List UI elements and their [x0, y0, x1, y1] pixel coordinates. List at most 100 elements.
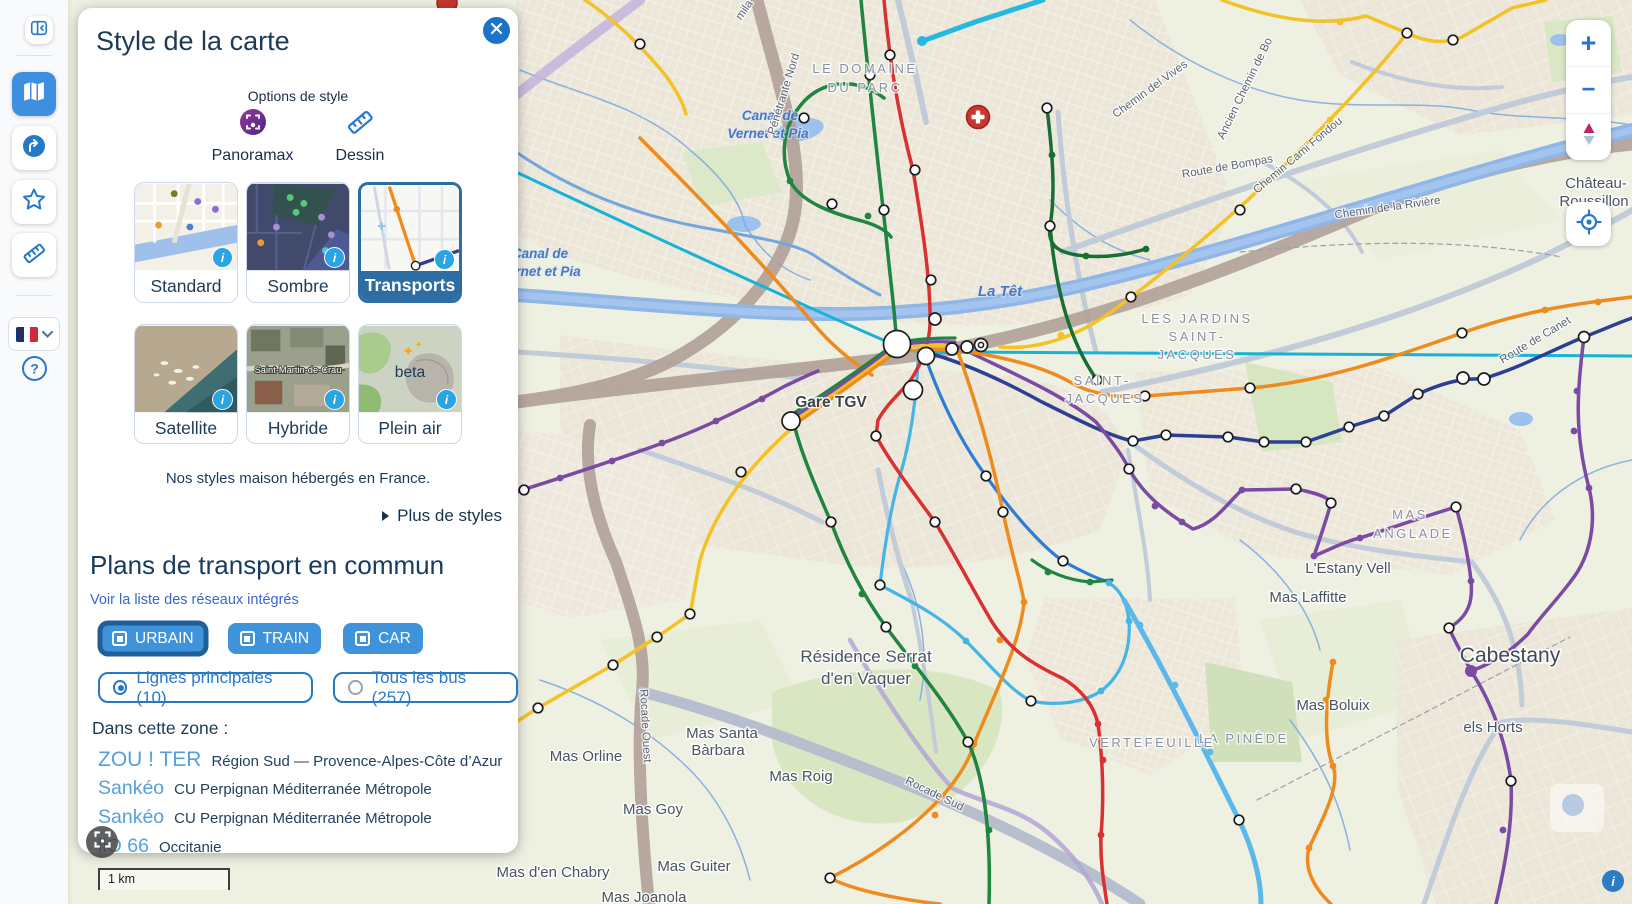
style-info-icon[interactable]: i	[434, 249, 455, 270]
divider	[16, 295, 52, 296]
svg-text:JACQUES: JACQUES	[1066, 391, 1145, 406]
style-card-sombre[interactable]: i Sombre	[246, 182, 350, 303]
zoom-controls: + −	[1566, 20, 1611, 160]
mode-car-button[interactable]: CAR	[343, 623, 423, 654]
zoom-out-button[interactable]: −	[1566, 67, 1611, 113]
svg-text:✦: ✦	[402, 344, 414, 360]
style-info-icon[interactable]: i	[212, 247, 233, 268]
panoramax-option[interactable]: Panoramax	[211, 108, 294, 165]
radio-selected-icon	[113, 680, 128, 695]
boundaries	[1239, 242, 1571, 801]
style-card-satellite[interactable]: i Satellite	[134, 324, 238, 444]
standard-thumbnail	[135, 183, 237, 271]
directions-button[interactable]	[12, 126, 56, 170]
divider	[1566, 113, 1611, 114]
svg-text:JACQUES: JACQUES	[1158, 347, 1237, 362]
mode-urbain-button[interactable]: URBAIN	[100, 623, 206, 654]
question-mark-icon: ?	[21, 355, 48, 387]
canal	[514, 150, 882, 297]
mode-train-label: TRAIN	[262, 629, 310, 647]
network-row: Sankéo CU Perpignan Méditerranée Métropo…	[98, 777, 432, 800]
svg-text:Mas Roig: Mas Roig	[769, 768, 832, 785]
zone-label: Dans cette zone :	[92, 718, 229, 738]
style-card-label: Hybride	[247, 413, 349, 443]
style-card-hybride[interactable]: Saint-Martin-de-Crau i Hybride	[246, 324, 350, 444]
network-row: ZOU ! TER Région Sud — Provence-Alpes-Cô…	[98, 748, 502, 772]
favorites-button[interactable]	[12, 180, 56, 224]
radio-all-buses[interactable]: Tous les bus (257)	[333, 668, 518, 707]
more-styles-arrow-icon	[382, 511, 390, 521]
svg-text:Mas Boluix: Mas Boluix	[1296, 697, 1370, 714]
panoramax-label: Panoramax	[211, 147, 294, 164]
svg-text:beta: beta	[395, 364, 426, 381]
collapse-sidebar-button[interactable]	[25, 16, 53, 44]
close-icon	[490, 22, 503, 40]
transit-stops[interactable]	[518, 18, 1602, 884]
watermark-logo	[1550, 784, 1604, 832]
svg-text:LES JARDINS: LES JARDINS	[1141, 311, 1252, 326]
options-label: Options de style	[247, 88, 349, 104]
svg-text:MAS: MAS	[1392, 507, 1428, 522]
compass-button[interactable]	[1566, 114, 1611, 160]
language-selector[interactable]	[8, 317, 60, 351]
style-card-standard[interactable]: i Standard	[134, 182, 238, 303]
panel-title: Style de la carte	[96, 26, 290, 56]
measure-button[interactable]	[12, 233, 56, 277]
more-styles-button[interactable]: Plus de styles	[382, 506, 502, 526]
transit-section-title: Plans de transport en commun	[90, 550, 445, 580]
map-style-button[interactable]	[12, 72, 56, 116]
style-card-transports[interactable]: i Transports	[358, 182, 462, 303]
river-la-tet	[509, 123, 1632, 322]
viewfinder-icon	[93, 831, 111, 853]
networks-list-link[interactable]: Voir la liste des réseaux intégrés	[90, 592, 299, 608]
svg-text:?: ?	[30, 360, 39, 376]
panoramax-viewer-button[interactable]	[86, 826, 118, 858]
watermark-glyph	[1562, 794, 1584, 816]
collapse-panel-icon	[29, 18, 49, 43]
style-card-label: Satellite	[135, 413, 237, 443]
svg-text:La Têt: La Têt	[978, 283, 1023, 300]
zoom-in-button[interactable]: +	[1566, 20, 1611, 66]
svg-text:SAINT-: SAINT-	[1169, 329, 1226, 344]
network-name-link[interactable]: ZOU ! TER	[98, 748, 202, 771]
style-info-icon[interactable]: i	[324, 389, 345, 410]
map-icon	[21, 80, 47, 109]
style-card-label: Plein air	[359, 413, 461, 443]
svg-text:DU PARC: DU PARC	[827, 80, 902, 95]
radio-main-lines[interactable]: Lignes principales (10)	[98, 668, 314, 707]
chevron-down-icon	[41, 330, 53, 338]
style-card-plein-air[interactable]: ✦ ✦ beta i Plein air	[358, 324, 462, 444]
dessin-option[interactable]: Dessin	[335, 108, 384, 165]
style-panel: Style de la carte Options de style Panor…	[78, 8, 518, 857]
network-name-link[interactable]: Sankéo	[98, 806, 165, 828]
svg-text:Bàrbara: Bàrbara	[691, 742, 745, 759]
dessin-label: Dessin	[335, 147, 385, 164]
star-icon	[20, 186, 48, 219]
locate-button[interactable]	[1566, 202, 1611, 246]
style-info-icon[interactable]: i	[436, 389, 457, 410]
style-info-icon[interactable]: i	[212, 389, 233, 410]
svg-text:Résidence Serrat: Résidence Serrat	[800, 647, 932, 666]
svg-text:Mas Goy: Mas Goy	[623, 801, 684, 818]
more-styles-label: Plus de styles	[397, 506, 502, 525]
radio-main-lines-label: Lignes principales (10)	[136, 667, 273, 707]
network-area: CU Perpignan Méditerranée Métropole	[174, 781, 432, 798]
svg-text:els Horts: els Horts	[1463, 719, 1522, 736]
close-button[interactable]	[483, 17, 510, 44]
style-cards: i Standard i Sombre	[134, 182, 462, 444]
transit-mode-toggles: URBAIN TRAIN CAR	[100, 623, 423, 654]
style-info-icon[interactable]: i	[324, 247, 345, 268]
svg-text:LA PINÈDE: LA PINÈDE	[1199, 731, 1289, 746]
svg-text:LE DOMAINE: LE DOMAINE	[812, 61, 917, 76]
help-button[interactable]: ?	[21, 355, 48, 387]
svg-text:Vernet et Pia: Vernet et Pia	[499, 264, 581, 279]
svg-text:Rocade Ouest: Rocade Ouest	[637, 689, 653, 764]
svg-text:Gare TGV: Gare TGV	[795, 394, 867, 411]
mode-train-button[interactable]: TRAIN	[227, 623, 322, 654]
svg-text:Vernet et Pia: Vernet et Pia	[727, 126, 809, 141]
attribution-info-button[interactable]: i	[1602, 870, 1624, 892]
svg-text:Mas Joanola: Mas Joanola	[601, 889, 687, 904]
network-area: Occitanie	[158, 839, 222, 856]
network-name-link[interactable]: Sankéo	[98, 777, 165, 799]
